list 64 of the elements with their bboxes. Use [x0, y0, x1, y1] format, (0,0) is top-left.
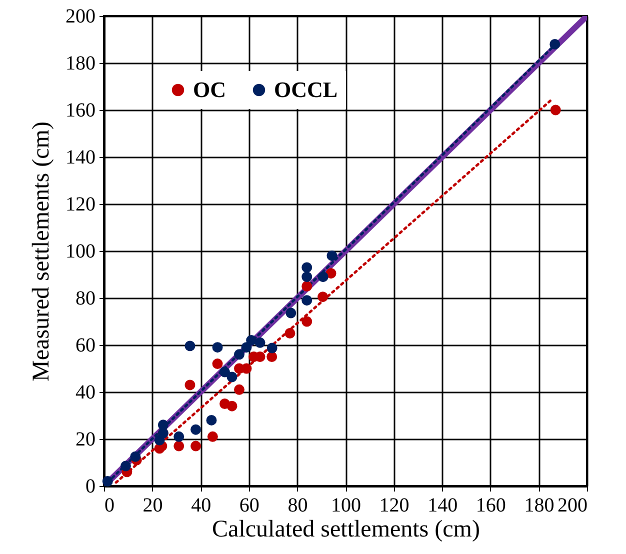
y-axis-title: Measured settlements (cm) — [28, 122, 54, 382]
y-tick-label: 80 — [76, 288, 96, 310]
point — [241, 363, 252, 374]
x-tick-label: 180 — [524, 494, 554, 516]
y-tick-label: 180 — [66, 52, 96, 74]
x-tick-label: 140 — [428, 494, 458, 516]
point — [226, 372, 238, 382]
y-tick-label: 120 — [66, 194, 96, 216]
point — [302, 272, 312, 282]
x-tick-label: 160 — [476, 494, 506, 516]
x-tick-label: 0 — [104, 494, 114, 516]
point — [302, 262, 312, 273]
y-tick-label: 60 — [76, 334, 96, 356]
x-tick-label: 20 — [142, 494, 163, 516]
x-tick-label: 200 — [558, 494, 588, 516]
point — [254, 337, 266, 348]
y-tick-label: 0 — [86, 476, 96, 498]
y-tick-label: 100 — [66, 240, 96, 262]
point — [158, 420, 168, 430]
y-tick-label: 160 — [66, 100, 96, 122]
point — [207, 431, 218, 442]
point — [190, 424, 202, 435]
y-tick-label: 200 — [66, 6, 96, 28]
point — [302, 316, 312, 327]
point — [130, 451, 141, 462]
point — [266, 342, 278, 354]
point — [326, 268, 336, 279]
x-tick-label: 60 — [239, 494, 260, 516]
point — [284, 328, 296, 338]
legend-label: OC — [193, 77, 226, 102]
legend-label: OCCL — [274, 77, 338, 102]
point — [234, 384, 244, 395]
x-tick-label: 120 — [379, 494, 410, 516]
point — [206, 414, 217, 426]
point — [326, 250, 338, 261]
y-tick-label: 40 — [76, 382, 96, 404]
x-tick-label: 100 — [331, 494, 361, 516]
point — [318, 272, 328, 282]
point — [102, 476, 113, 487]
point — [266, 352, 278, 362]
point — [302, 281, 312, 292]
point — [120, 460, 131, 472]
point — [184, 380, 196, 390]
point — [241, 342, 252, 353]
point — [212, 358, 223, 370]
point — [184, 340, 196, 352]
point — [226, 400, 238, 412]
point — [174, 431, 184, 442]
point — [246, 335, 257, 346]
point — [302, 295, 312, 306]
y-tick-label: 140 — [66, 146, 96, 168]
point — [234, 349, 244, 360]
point — [318, 292, 328, 302]
point — [190, 440, 202, 452]
point — [286, 308, 296, 318]
x-tick-label: 40 — [191, 494, 212, 516]
point — [550, 104, 561, 116]
x-axis-title: Calculated settlements (cm) — [212, 516, 480, 542]
point — [174, 440, 184, 452]
y-tick-label: 20 — [76, 428, 96, 450]
point — [212, 342, 223, 353]
point — [550, 38, 560, 50]
x-tick-label: 80 — [288, 494, 308, 516]
point — [220, 366, 230, 378]
